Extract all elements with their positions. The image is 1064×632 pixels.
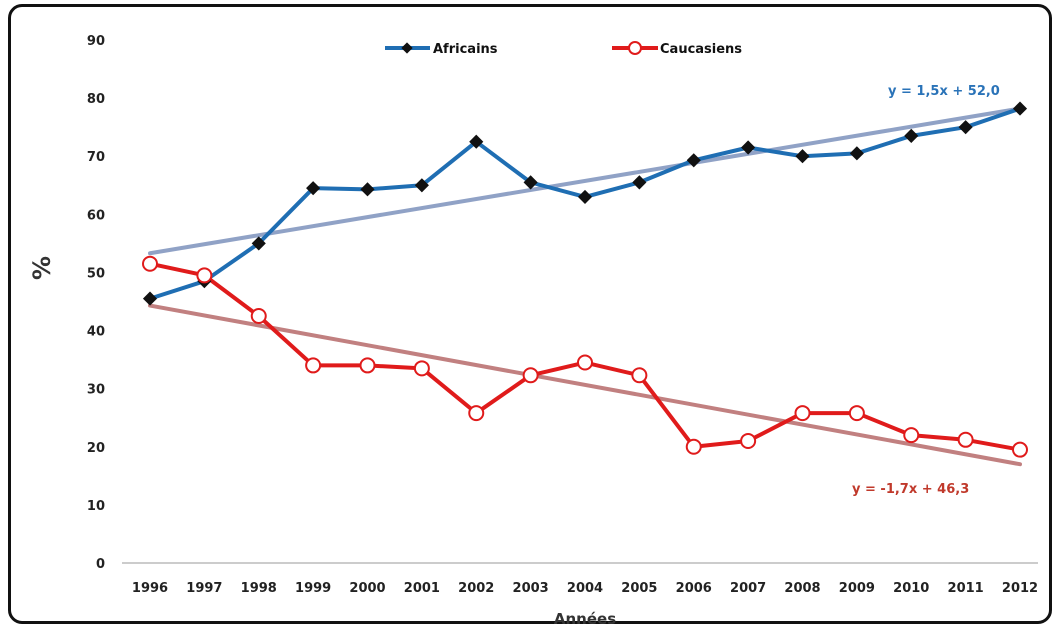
x-tick-label: 1998 xyxy=(241,581,277,596)
data-point-caucasiens xyxy=(903,427,920,444)
x-axis-ticks: 1996 1997 1998 1999 2000 2001 2002 2003 2004 2005… xyxy=(132,581,1038,596)
trendline-africains xyxy=(148,106,1022,256)
x-tick-label: 1997 xyxy=(186,581,222,596)
data-point-caucasiens xyxy=(848,405,865,422)
data-point-africains xyxy=(306,181,321,196)
chart-frame xyxy=(8,4,1052,624)
x-tick-label: 2008 xyxy=(784,581,820,596)
series-lines xyxy=(148,106,1022,452)
legend-item-caucasiens: Caucasiens xyxy=(612,41,742,57)
data-point-caucasiens xyxy=(196,267,213,284)
data-point-caucasiens xyxy=(522,367,539,384)
x-tick-label: 2003 xyxy=(513,581,549,596)
x-tick-label: 2009 xyxy=(839,581,875,596)
data-point-africains xyxy=(741,140,756,155)
data-point-africains xyxy=(360,182,375,197)
y-tick-label: 30 xyxy=(87,383,105,398)
legend-label-caucasiens: Caucasiens xyxy=(660,42,742,57)
data-point-caucasiens xyxy=(685,438,702,455)
series-markers xyxy=(142,101,1028,458)
data-point-africains xyxy=(251,236,266,251)
data-point-caucasiens xyxy=(631,367,648,384)
data-point-africains xyxy=(469,134,484,149)
x-tick-label: 1996 xyxy=(132,581,168,596)
data-point-africains xyxy=(577,189,593,204)
x-axis-title: Années xyxy=(554,610,616,628)
y-tick-label: 60 xyxy=(87,208,105,223)
x-tick-label: 2012 xyxy=(1002,581,1038,596)
data-point-africains xyxy=(632,175,647,190)
data-point-caucasiens xyxy=(794,405,811,422)
data-point-caucasiens xyxy=(1012,441,1028,458)
data-point-caucasiens xyxy=(305,357,322,374)
data-point-africains xyxy=(414,178,429,193)
x-tick-label: 2002 xyxy=(458,581,494,596)
x-tick-label: 1999 xyxy=(295,581,331,596)
data-point-caucasiens xyxy=(577,354,593,371)
x-tick-label: 2010 xyxy=(893,581,929,596)
data-point-africains xyxy=(1012,101,1028,116)
y-tick-label: 80 xyxy=(87,92,105,107)
data-point-caucasiens xyxy=(468,405,485,422)
legend-open-circle-icon xyxy=(628,41,642,55)
x-tick-label: 2005 xyxy=(621,581,657,596)
trendlines xyxy=(148,106,1022,467)
data-point-caucasiens xyxy=(250,308,267,325)
data-point-africains xyxy=(958,120,973,135)
y-tick-label: 40 xyxy=(87,325,105,340)
y-tick-label: 20 xyxy=(87,441,105,456)
data-point-africains xyxy=(686,153,701,168)
x-tick-label: 2000 xyxy=(349,581,385,596)
x-tick-label: 2004 xyxy=(567,581,603,596)
data-point-africains xyxy=(142,291,158,306)
trendline-equation-caucasiens: y = -1,7x + 46,3 xyxy=(852,482,969,497)
trendline-equation-africains: y = 1,5x + 52,0 xyxy=(888,84,1000,99)
y-tick-label: 50 xyxy=(87,266,105,281)
data-point-caucasiens xyxy=(413,360,430,377)
legend-diamond-icon xyxy=(401,42,413,54)
y-axis-title: % xyxy=(28,256,56,280)
y-tick-label: 70 xyxy=(87,150,105,165)
data-point-africains xyxy=(795,149,810,164)
data-point-caucasiens xyxy=(142,255,158,272)
data-point-caucasiens xyxy=(740,432,757,449)
data-point-africains xyxy=(904,128,919,143)
y-tick-label: 0 xyxy=(96,557,105,572)
y-tick-label: 90 xyxy=(87,34,105,49)
data-point-caucasiens xyxy=(957,431,974,448)
trendline-caucasiens xyxy=(148,303,1022,467)
legend: Africains Caucasiens xyxy=(385,41,742,57)
x-tick-label: 2006 xyxy=(676,581,712,596)
data-point-africains xyxy=(849,146,864,161)
y-axis-ticks: 0 10 20 30 40 50 60 70 80 90 xyxy=(87,34,105,572)
y-tick-label: 10 xyxy=(87,499,105,514)
x-tick-label: 2011 xyxy=(948,581,984,596)
legend-label-africains: Africains xyxy=(433,42,498,57)
legend-item-africains: Africains xyxy=(385,42,498,57)
x-tick-label: 2007 xyxy=(730,581,766,596)
x-tick-label: 2001 xyxy=(404,581,440,596)
data-point-caucasiens xyxy=(359,357,376,374)
data-point-africains xyxy=(523,175,538,190)
